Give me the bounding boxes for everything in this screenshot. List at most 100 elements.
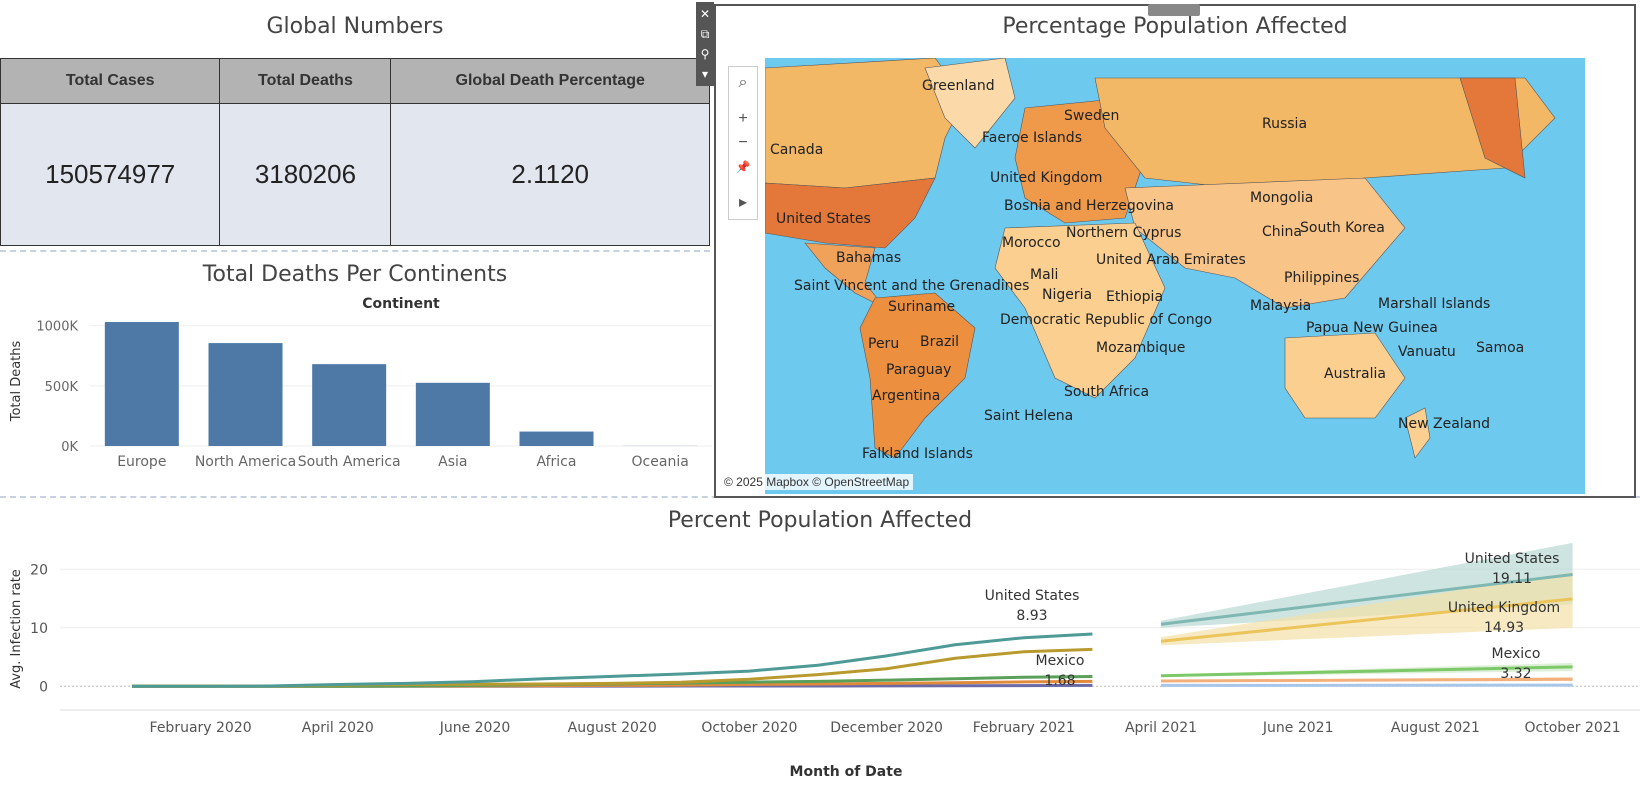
map-label-samoa: Samoa: [1476, 340, 1525, 356]
death-percentage-value: 2.1120: [390, 103, 710, 246]
line-x-tick-label: June 2020: [439, 720, 511, 736]
map-label-suriname: Suriname: [888, 299, 956, 315]
map-label-faeroe-islands: Faeroe Islands: [982, 130, 1082, 146]
bar-africa: [519, 431, 594, 446]
death-percentage-header: Global Death Percentage: [390, 58, 710, 104]
map-label-vanuatu: Vanuatu: [1398, 344, 1456, 360]
forecast-band: [1161, 572, 1573, 646]
map-label-nigeria: Nigeria: [1042, 287, 1093, 303]
total-cases-value: 150574977: [0, 103, 221, 246]
forecast-line: [1160, 572, 1573, 626]
map-label-new-zealand: New Zealand: [1398, 416, 1490, 432]
map-label-morocco: Morocco: [1002, 235, 1061, 251]
map-label-russia: Russia: [1262, 116, 1308, 132]
map-label-papua-new-guinea: Papua New Guinea: [1306, 320, 1438, 336]
total-deaths-header: Total Deaths: [219, 58, 392, 104]
line-x-tick-label: October 2021: [1525, 720, 1621, 736]
pin-icon[interactable]: 📌: [735, 160, 751, 174]
total-deaths-value: 3180206: [219, 103, 392, 246]
annotation-label: Mexico: [1492, 646, 1541, 662]
total-cases-header: Total Cases: [0, 58, 221, 104]
forecast-line: [1160, 597, 1573, 643]
bar-north-america: [208, 343, 283, 446]
play-icon[interactable]: ▸: [738, 194, 748, 211]
bar-category-label: Africa: [537, 454, 577, 470]
map-label-philippines: Philippines: [1284, 270, 1360, 286]
bar-category-label: Europe: [117, 454, 166, 470]
region-new-zealand: [1404, 407, 1431, 459]
bar-y-tick-label: 1000K: [36, 320, 78, 335]
section-divider: [0, 250, 710, 252]
region-africa: [994, 222, 1166, 399]
map-search-icon[interactable]: ⌕: [738, 74, 748, 91]
annotation-value: 3.32: [1500, 666, 1531, 682]
map-attribution[interactable]: © 2025 Mapbox © OpenStreetMap: [720, 474, 914, 490]
line-y-tick-label: 10: [30, 621, 48, 637]
annotation-value: 19.11: [1492, 571, 1532, 587]
region-alaska: [1459, 77, 1526, 179]
line-x-tick-label: October 2020: [701, 720, 797, 736]
map-label-mali: Mali: [1030, 267, 1059, 283]
drag-handle[interactable]: [1148, 4, 1200, 16]
bar-europe: [104, 322, 179, 446]
map-label-greenland: Greenland: [922, 78, 995, 94]
annotation-label: United States: [1465, 551, 1560, 567]
world-map[interactable]: [765, 58, 1585, 494]
map-label-argentina: Argentina: [872, 388, 941, 404]
map-label-malaysia: Malaysia: [1250, 298, 1312, 314]
map-label-united-states: United States: [776, 211, 871, 227]
zoom-out-button[interactable]: −: [738, 134, 748, 151]
line-x-axis-label: Month of Date: [790, 764, 903, 780]
region-united-states: [765, 177, 936, 249]
annotation-value: 14.93: [1484, 620, 1524, 636]
global-numbers-title: Global Numbers: [266, 14, 444, 39]
annotation-value: 8.93: [1016, 608, 1047, 624]
annotation-value: 1.68: [1044, 673, 1075, 689]
line-y-tick-label: 20: [30, 562, 48, 578]
region-south-america: [859, 292, 976, 459]
bar-category-label: South America: [298, 454, 401, 470]
map-label-mozambique: Mozambique: [1096, 340, 1186, 356]
popout-icon[interactable]: ⧉: [700, 27, 710, 41]
line-x-tick-label: August 2020: [568, 720, 657, 736]
bar-category-label: Asia: [438, 454, 467, 470]
map-label-australia: Australia: [1324, 366, 1386, 382]
map-label-sweden: Sweden: [1064, 108, 1120, 124]
deaths-per-continent-chart: Continent Total Deaths 0K 500K 1000K Europe No…: [9, 296, 712, 470]
annotation-label: Mexico: [1036, 653, 1085, 669]
deaths-per-continent-title: Total Deaths Per Continents: [202, 262, 508, 287]
region-asia-south: [1124, 177, 1406, 309]
map-label-drc: Democratic Republic of Congo: [1000, 312, 1213, 328]
bar-chart-header: Continent: [362, 296, 440, 312]
map-label-south-korea: South Korea: [1300, 220, 1385, 236]
close-icon[interactable]: ✕: [699, 7, 711, 21]
series-line: [132, 647, 1093, 688]
annotation-label: United States: [985, 588, 1080, 604]
forecast-line: [1160, 677, 1573, 683]
line-x-tick-label: April 2021: [1125, 720, 1197, 736]
bar-asia: [415, 382, 490, 446]
map-label-northern-cyprus: Northern Cyprus: [1066, 225, 1182, 241]
annotation-label: United Kingdom: [1448, 600, 1560, 616]
map-label-marshall-islands: Marshall Islands: [1378, 296, 1491, 312]
series-line: [132, 632, 1093, 688]
filter-icon[interactable]: ⚲: [700, 47, 710, 61]
map-toolbar: ⌕ + − 📌 ▸: [728, 66, 758, 220]
floating-toolbar: ✕ ⧉ ⚲ ▾: [696, 2, 714, 86]
zoom-in-button[interactable]: +: [738, 110, 748, 127]
more-options-icon[interactable]: ▾: [701, 67, 709, 81]
map-label-paraguay: Paraguay: [886, 362, 952, 378]
map-label-saint-vincent: Saint Vincent and the Grenadines: [794, 278, 1030, 294]
map-label-south-africa: South Africa: [1064, 384, 1150, 400]
map-label-brazil: Brazil: [920, 334, 960, 350]
map-label-canada: Canada: [770, 142, 824, 158]
line-x-tick-label: February 2021: [973, 720, 1075, 736]
line-x-tick-label: August 2021: [1391, 720, 1480, 736]
map-label-mongolia: Mongolia: [1250, 190, 1314, 206]
map-label-bosnia: Bosnia and Herzegovina: [1004, 198, 1174, 214]
bar-y-tick-label: 0K: [61, 440, 78, 455]
bar-category-label: Oceania: [632, 454, 689, 470]
bar-south-america: [312, 364, 387, 446]
map-label-ethiopia: Ethiopia: [1106, 289, 1164, 305]
line-chart-title: Percent Population Affected: [667, 508, 973, 533]
